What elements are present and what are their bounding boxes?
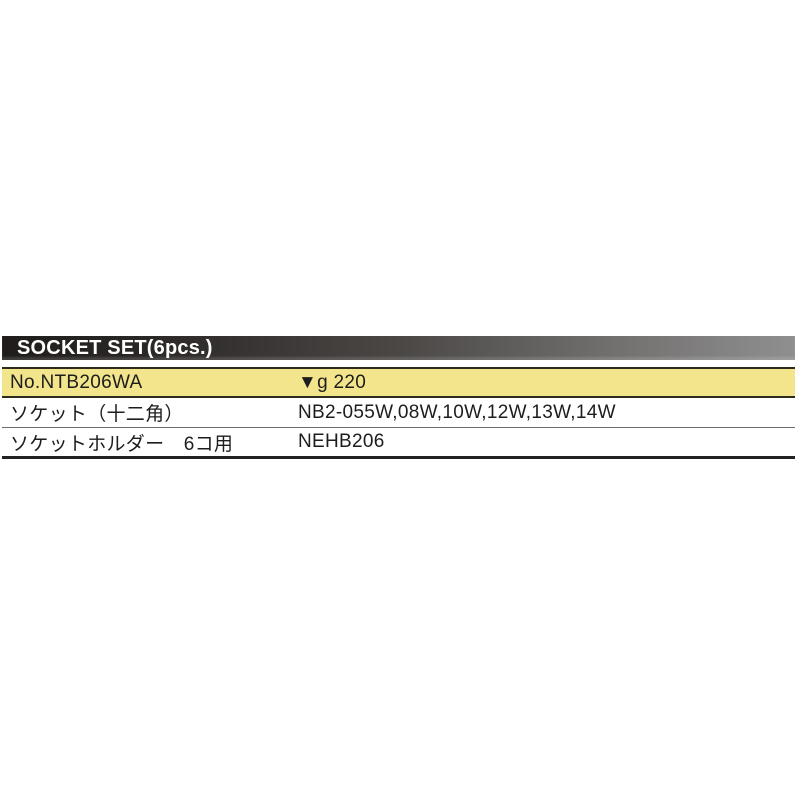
table-row-model-number: No.NTB206WA ▼g 220 <box>2 367 795 398</box>
sockets-label: ソケット（十二角） <box>10 404 184 425</box>
spec-table-header-bar: SOCKET SET(6pcs.) <box>2 336 795 360</box>
spec-table-title: SOCKET SET(6pcs.) <box>17 336 213 360</box>
product-spec-table: SOCKET SET(6pcs.) No.NTB206WA ▼g 220 ソケッ… <box>2 336 795 459</box>
table-row-socket-holder: ソケットホルダー 6コ用 NEHB206 <box>2 428 795 459</box>
socket-holder-label: ソケットホルダー 6コ用 <box>10 433 234 455</box>
socket-holder-value: NEHB206 <box>298 431 385 452</box>
header-spacer <box>2 360 795 367</box>
weight-value: ▼g 220 <box>298 371 367 393</box>
model-number-label: No.NTB206WA <box>10 371 143 393</box>
table-row-sockets: ソケット（十二角） NB2-055W,08W,10W,12W,13W,14W <box>2 398 795 428</box>
sockets-value: NB2-055W,08W,10W,12W,13W,14W <box>298 401 616 423</box>
